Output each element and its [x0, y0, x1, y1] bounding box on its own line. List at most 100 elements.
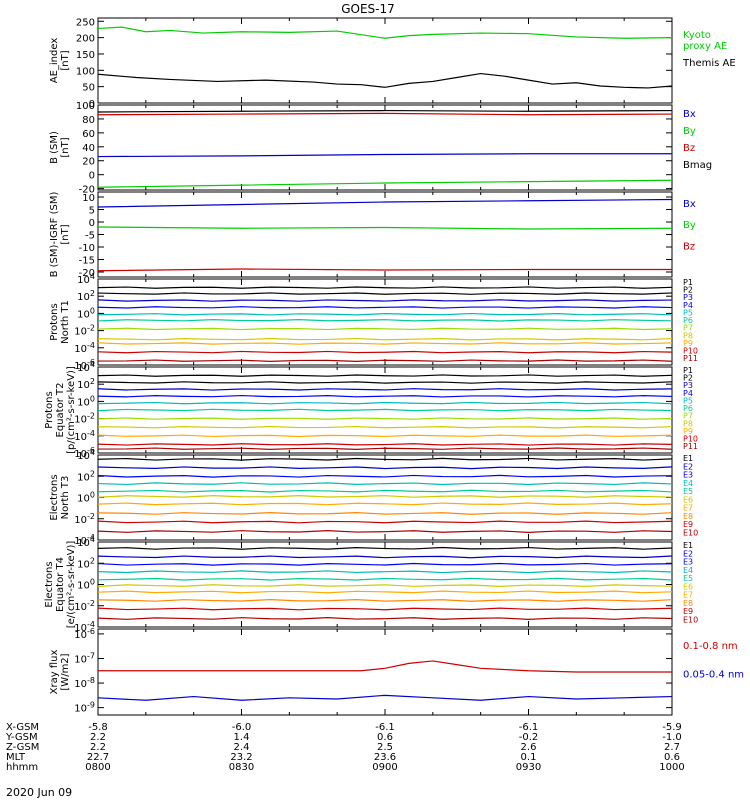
footer-value: -5.9 — [662, 722, 682, 733]
y-tick-label: 10-2 — [74, 599, 95, 613]
y-tick-exponent: -4 — [87, 620, 95, 629]
legend-entry: P5 — [683, 396, 693, 405]
footer-row-label: Y-GSM — [5, 732, 38, 743]
footer-value: 0800 — [85, 762, 110, 773]
legend-entry: P6 — [683, 404, 693, 413]
series-P1 — [97, 286, 673, 289]
legend-entry: P9 — [683, 427, 693, 436]
legend-entry: E9 — [683, 520, 693, 529]
legend-entry: P10 — [683, 346, 698, 355]
footer-ephemeris: X-GSMY-GSMZ-GSMMLThhmm-5.82.22.222.70800… — [5, 722, 685, 773]
footer-value: -6.1 — [375, 722, 395, 733]
series-P3 — [97, 299, 673, 302]
y-axis-label: B (SM) — [49, 131, 60, 164]
footer-value: 2.2 — [90, 742, 106, 753]
series-E7 — [97, 590, 673, 594]
y-tick-label: 10-4 — [74, 341, 95, 355]
series-Themis-AE — [97, 72, 673, 89]
y-tick-label: 104 — [77, 360, 95, 374]
series-P3 — [97, 388, 673, 391]
date-label: 2020 Jun 09 — [6, 786, 72, 799]
footer-value: 0.6 — [664, 752, 680, 763]
legend-entry: P8 — [683, 331, 693, 340]
y-tick-label: 150 — [76, 50, 95, 61]
plot-title: GOES-17 — [341, 2, 395, 16]
y-tick-base: 10 — [74, 679, 87, 690]
y-tick-base: 10 — [74, 630, 87, 641]
footer-value: 0930 — [516, 762, 541, 773]
series-Bmag — [97, 109, 673, 113]
y-tick-exponent: -6 — [87, 446, 95, 455]
panel-p2: Protons Equator T2 [p/(cm²-s-sr-keV)]10-61… — [44, 360, 698, 460]
y-tick-label: 100 — [77, 394, 95, 408]
y-tick-label: 0 — [89, 171, 95, 182]
legend-entry: E7 — [683, 591, 693, 600]
y-axis-label: [nT] — [60, 50, 71, 70]
y-tick-label: 250 — [76, 17, 95, 28]
series-Bx — [97, 153, 672, 158]
panel-e1: Electrons North T310-410-2100102104E1E2E3… — [49, 448, 698, 547]
footer-value: 0.6 — [377, 732, 393, 743]
legend-entry: E2 — [683, 462, 693, 471]
footer-row-label: hhmm — [6, 762, 38, 773]
series-E5 — [97, 577, 673, 581]
y-axis-label: North T1 — [60, 300, 71, 344]
y-tick-label: 10-2 — [74, 412, 95, 426]
series-E3 — [97, 474, 673, 478]
y-tick-exponent: 0 — [90, 394, 95, 403]
legend-entry: E9 — [683, 607, 693, 616]
footer-value: 2.7 — [664, 742, 680, 753]
y-tick-label: 100 — [77, 578, 95, 592]
series-E7 — [97, 502, 673, 506]
y-tick-base: 10 — [77, 581, 90, 592]
y-tick-label: 104 — [77, 272, 95, 286]
y-tick-base: 10 — [74, 654, 87, 665]
y-tick-label: 10-6 — [74, 446, 95, 460]
series-P4 — [97, 394, 673, 398]
y-tick-label: 50 — [82, 83, 95, 94]
legend-entry: E1 — [683, 541, 693, 550]
panel-frame — [97, 104, 673, 191]
legend-entry: proxy AE — [683, 41, 727, 52]
y-tick-label: 10-7 — [74, 651, 95, 665]
y-tick-base: 10 — [74, 415, 87, 426]
y-tick-label: 10-9 — [74, 701, 95, 715]
legend-entry: P10 — [683, 434, 698, 443]
y-tick-label: 102 — [77, 469, 95, 483]
y-tick-label: 10-2 — [74, 324, 95, 338]
footer-value: -5.8 — [88, 722, 108, 733]
footer-value: -6.0 — [232, 722, 252, 733]
footer-value: 0900 — [372, 762, 397, 773]
y-tick-exponent: -2 — [87, 324, 95, 333]
panel-p1: Protons North T110-610-410-2100102104P1P2… — [49, 272, 698, 372]
series-By — [97, 179, 673, 188]
y-axis-label: [nT] — [60, 137, 71, 157]
series-E2 — [97, 466, 673, 470]
series-E3 — [97, 562, 673, 566]
y-tick-exponent: -9 — [87, 701, 95, 710]
y-tick-exponent: 2 — [90, 469, 95, 478]
y-tick-exponent: 4 — [90, 272, 95, 281]
legend-entry: Bmag — [683, 160, 712, 171]
y-tick-exponent: 4 — [90, 535, 95, 544]
footer-row-label: Z-GSM — [6, 742, 39, 753]
series-P6 — [97, 408, 673, 412]
series-E10 — [97, 530, 673, 533]
footer-value: 1000 — [659, 762, 684, 773]
legend-entry: P3 — [683, 293, 693, 302]
y-axis-label: Equator T2 — [55, 383, 66, 438]
legend-entry: E7 — [683, 504, 693, 513]
series-Bz — [97, 268, 672, 272]
y-axis-label: [W/m2] — [60, 653, 71, 690]
y-tick-label: 0 — [89, 99, 95, 110]
footer-value: 1.4 — [234, 732, 250, 743]
y-tick-exponent: 4 — [90, 448, 95, 457]
y-tick-base: 10 — [74, 327, 87, 338]
y-tick-label: 20 — [82, 157, 95, 168]
series-P11 — [97, 359, 673, 362]
panel-bsm: B (SM) [nT] -20 0 20 40 60 80 100 Bx By Bz Bmag — [49, 101, 712, 196]
y-tick-exponent: -6 — [87, 358, 95, 367]
series-E1 — [97, 457, 673, 461]
footer-value: 2.4 — [234, 742, 250, 753]
